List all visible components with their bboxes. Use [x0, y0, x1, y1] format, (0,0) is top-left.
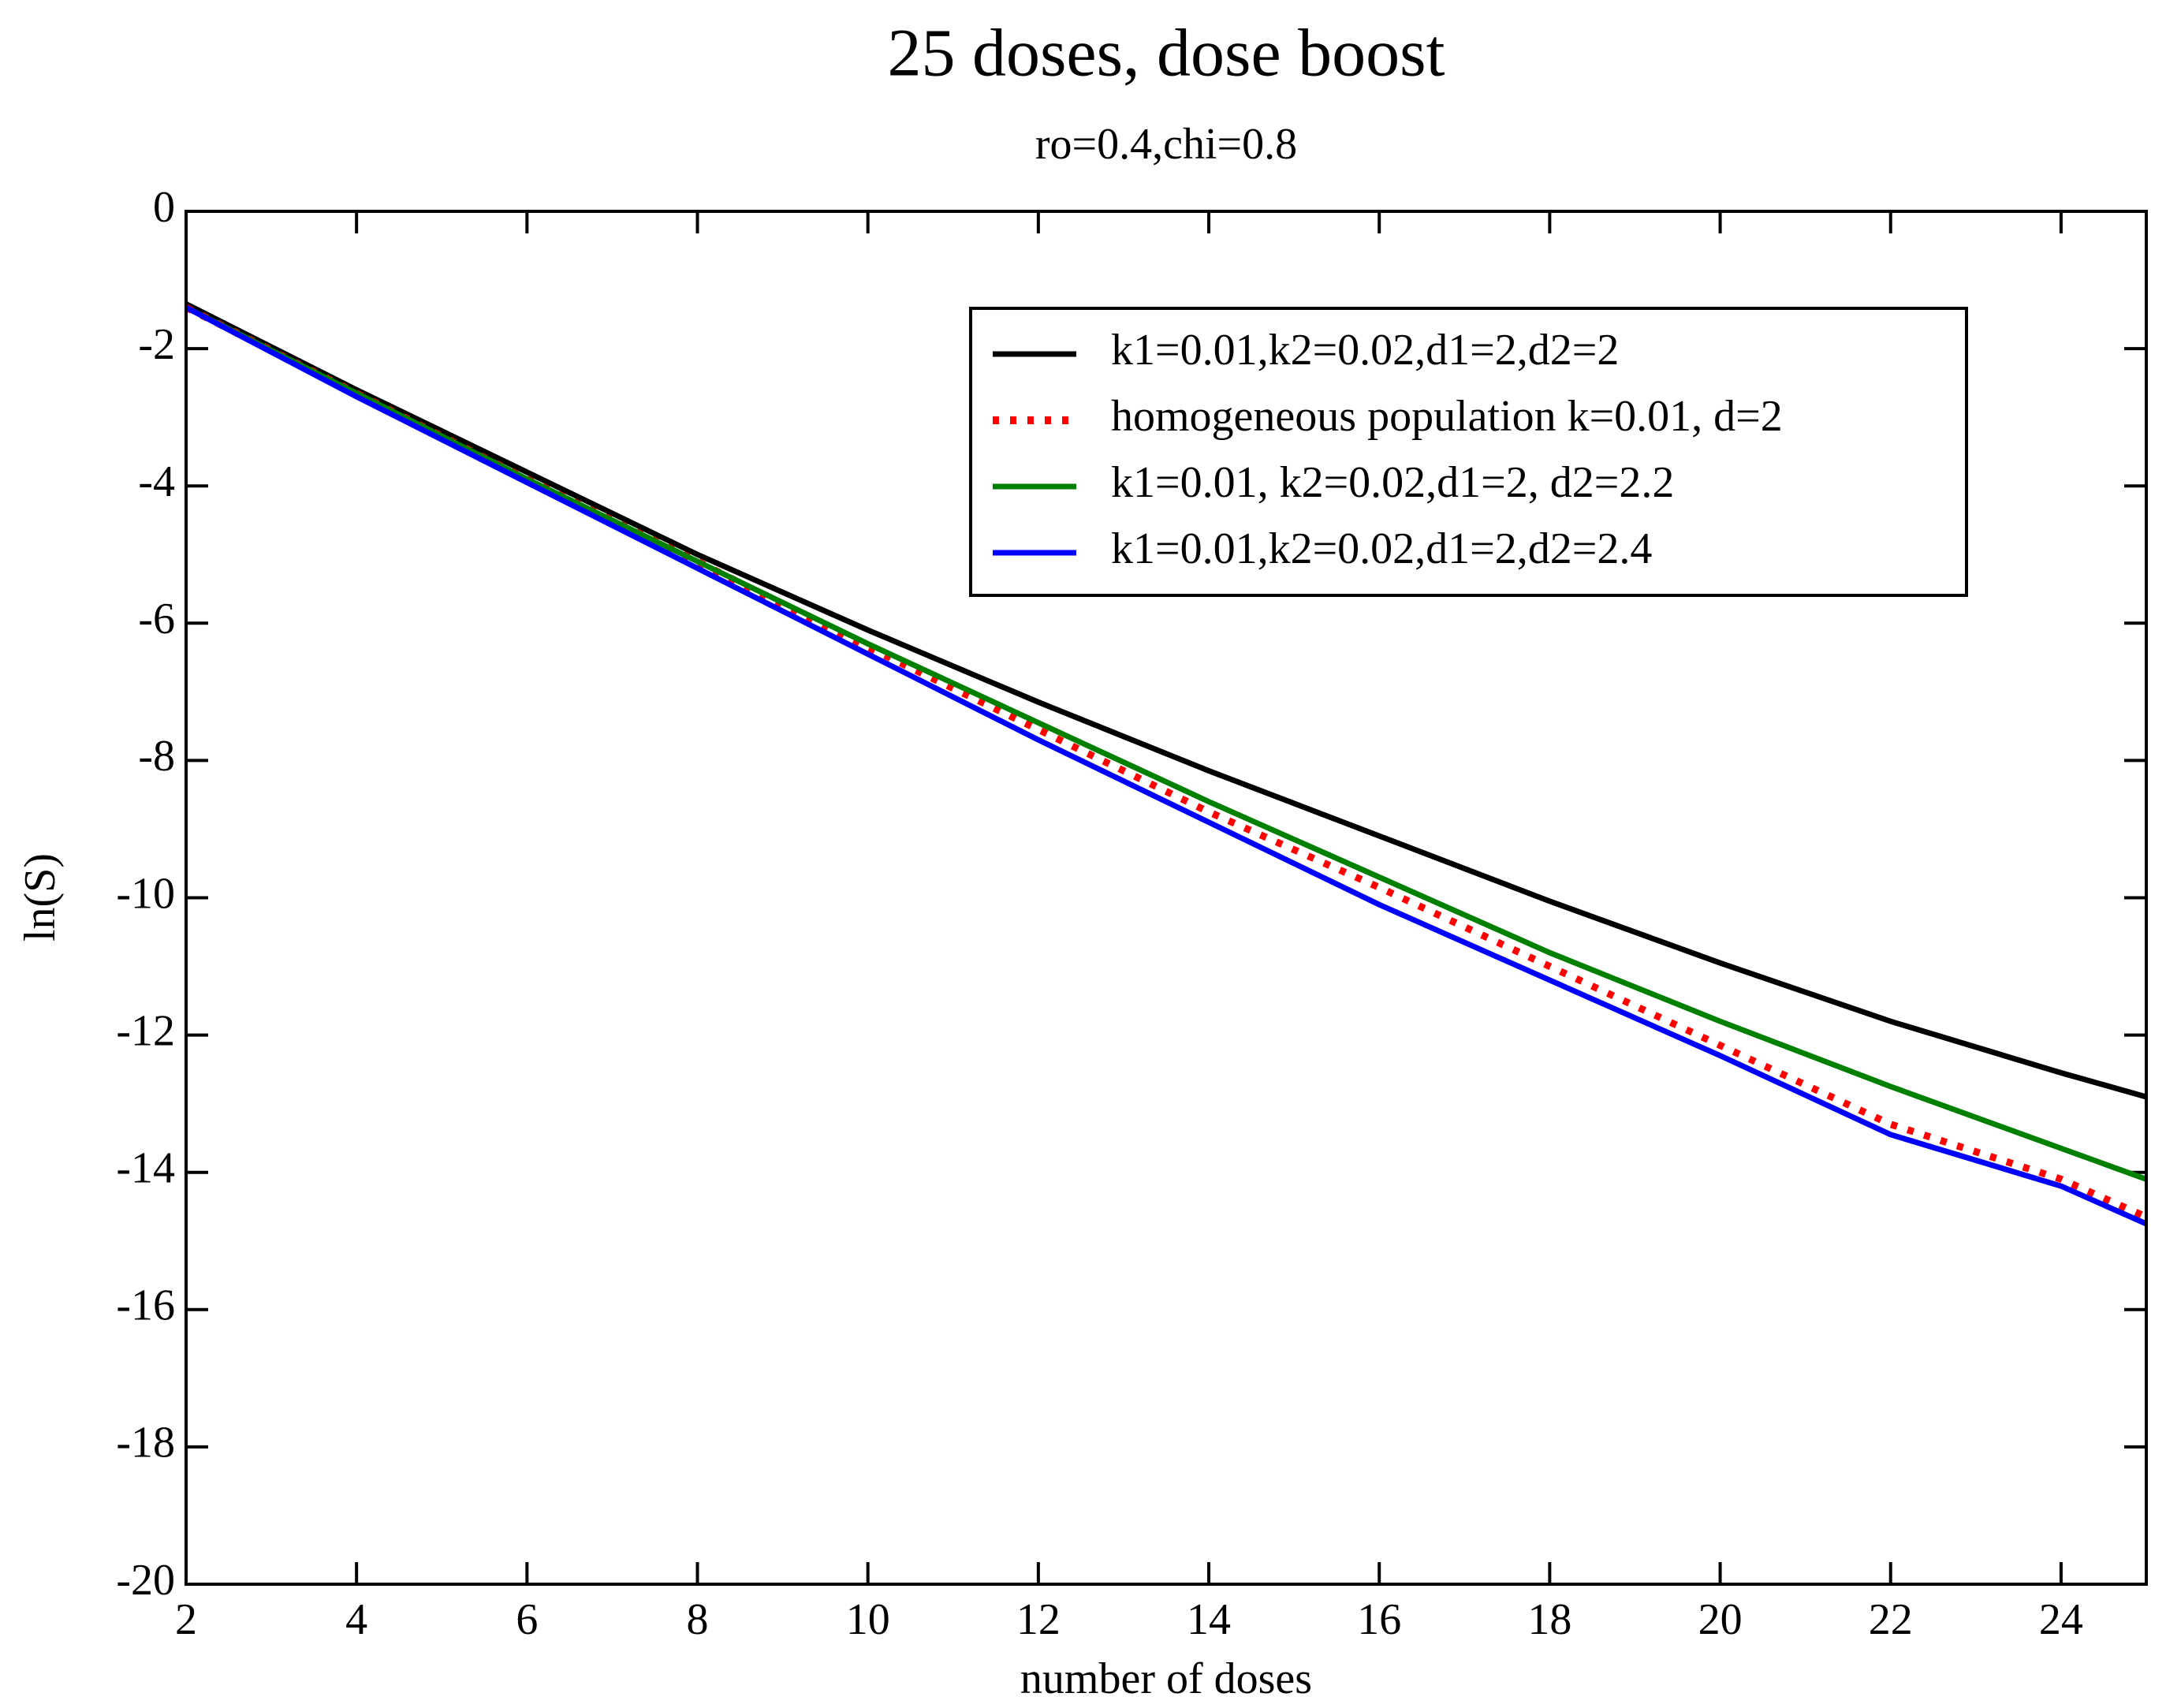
chart-subtitle: ro=0.4,chi=0.8	[1035, 120, 1297, 169]
legend-label: k1=0.01,k2=0.02,d1=2,d2=2	[1111, 326, 1619, 375]
x-tick-label: 20	[1698, 1595, 1743, 1644]
y-tick-label: -14	[116, 1144, 175, 1193]
y-tick-label: -8	[138, 732, 175, 781]
x-tick-label: 10	[846, 1595, 890, 1644]
series-line	[186, 304, 2146, 1227]
legend-label: homogeneous population k=0.01, d=2	[1111, 392, 1783, 441]
legend-label: k1=0.01,k2=0.02,d1=2,d2=2.4	[1111, 524, 1652, 573]
series-line	[186, 304, 2146, 1182]
x-tick-label: 14	[1187, 1595, 1231, 1644]
x-tick-label: 8	[687, 1595, 709, 1644]
plot-frame	[185, 210, 2148, 1586]
y-tick-label: -18	[116, 1419, 175, 1467]
y-tick-label: -2	[138, 320, 175, 369]
y-tick-label: -20	[116, 1556, 175, 1605]
legend: k1=0.01,k2=0.02,d1=2,d2=2 homogeneous pop…	[969, 307, 1968, 597]
y-tick-label: -10	[116, 869, 175, 918]
x-tick-label: 22	[1869, 1595, 1913, 1644]
x-axis-label: number of doses	[1020, 1654, 1312, 1703]
x-tick-label: 16	[1357, 1595, 1401, 1644]
x-tick-label: 6	[516, 1595, 538, 1644]
x-tick-label: 2	[175, 1595, 197, 1644]
y-tick-label: 0	[153, 183, 175, 232]
plot-area	[186, 301, 2146, 1227]
y-tick-label: -16	[116, 1281, 175, 1330]
y-tick-label: -6	[138, 595, 175, 643]
y-axis-label: ln(S)	[16, 853, 65, 942]
chart-title: 25 doses, dose boost	[887, 15, 1445, 91]
series-line	[186, 301, 2146, 1100]
y-tick-label: -4	[138, 457, 175, 506]
legend-box	[969, 307, 1968, 597]
y-tick-label: -12	[116, 1006, 175, 1055]
legend-label: k1=0.01, k2=0.02,d1=2, d2=2.2	[1111, 458, 1674, 507]
x-tick-label: 4	[345, 1595, 367, 1644]
x-tick-label: 18	[1527, 1595, 1571, 1644]
x-tick-label: 12	[1016, 1595, 1061, 1644]
x-tick-label: 24	[2039, 1595, 2083, 1644]
